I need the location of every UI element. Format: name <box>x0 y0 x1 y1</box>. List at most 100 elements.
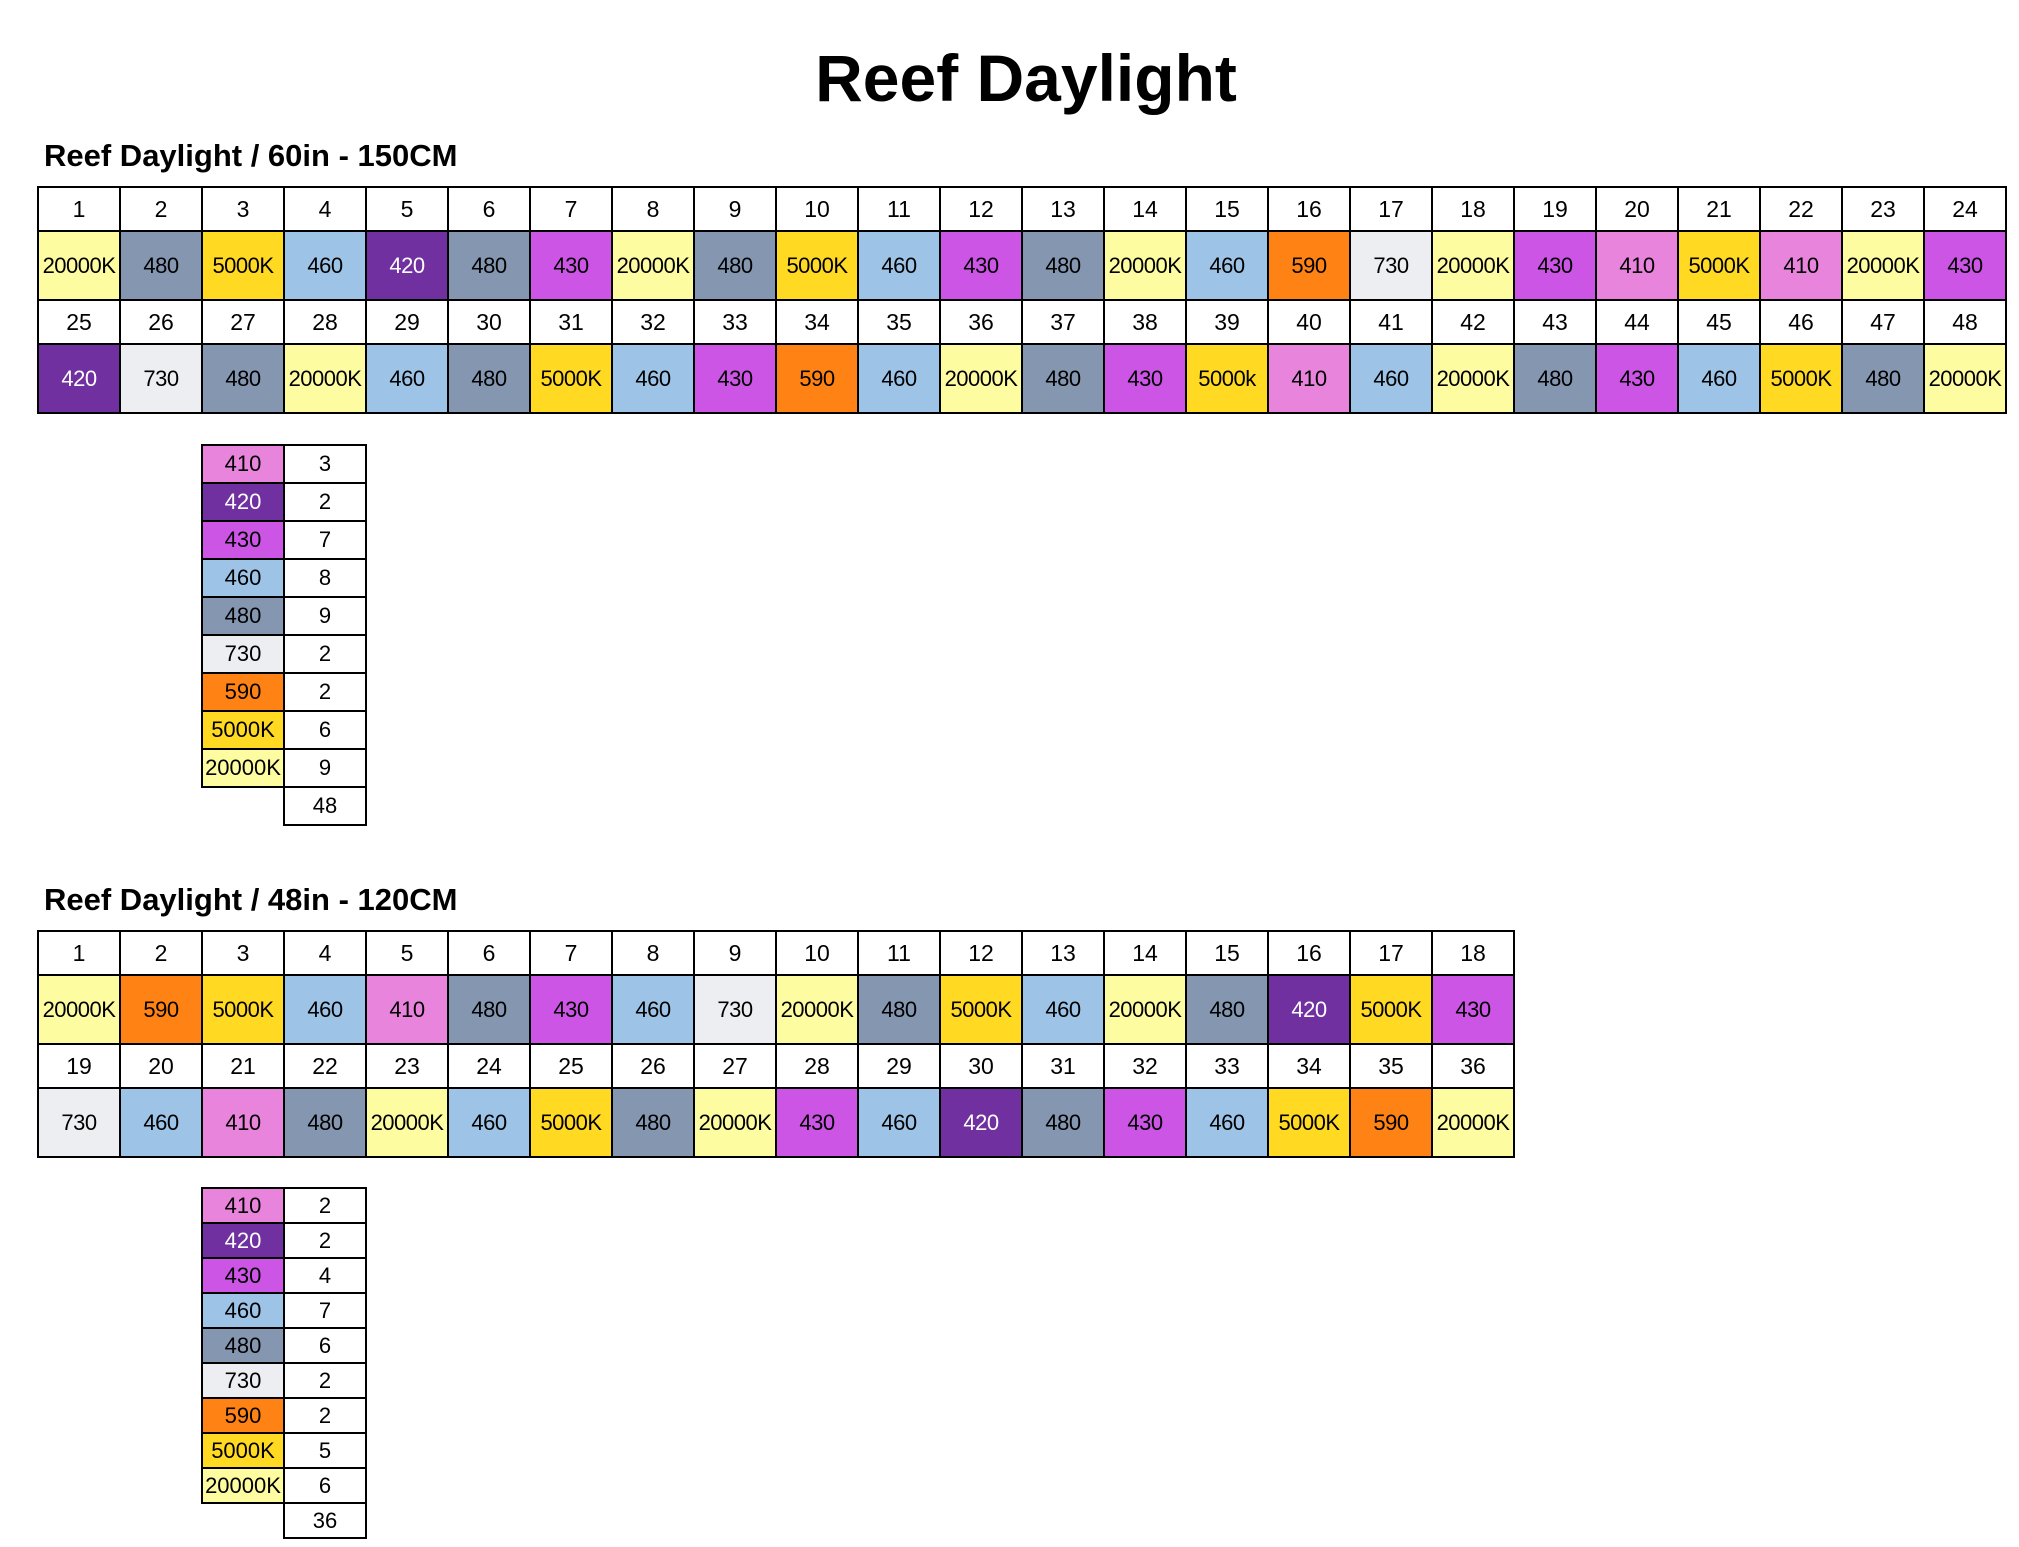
section-48in-title: Reef Daylight / 48in - 120CM <box>44 882 458 917</box>
position-number: 26 <box>119 299 203 345</box>
summary-chip: 590 <box>201 672 285 712</box>
led-chip-cell: 460 <box>857 230 941 301</box>
led-chip-cell: 730 <box>1349 230 1433 301</box>
summary-count: 2 <box>283 482 367 522</box>
summary-chip: 420 <box>201 1222 285 1259</box>
led-chip-cell: 5000K <box>529 343 613 414</box>
position-number: 48 <box>1923 299 2007 345</box>
summary-chip: 730 <box>201 634 285 674</box>
led-chip-cell: 20000K <box>283 343 367 414</box>
led-chip-cell: 480 <box>1021 1087 1105 1158</box>
led-chip-cell: 460 <box>1021 974 1105 1045</box>
led-chip-cell: 430 <box>939 230 1023 301</box>
led-chip-cell: 480 <box>119 230 203 301</box>
summary-count: 6 <box>283 1327 367 1364</box>
position-number: 32 <box>1103 1043 1187 1089</box>
position-number: 27 <box>693 1043 777 1089</box>
led-chip-cell: 20000K <box>1431 230 1515 301</box>
summary-blank-cell <box>202 1503 285 1538</box>
led-chip-cell: 20000K <box>775 974 859 1045</box>
led-chip-cell: 430 <box>529 230 613 301</box>
position-number: 39 <box>1185 299 1269 345</box>
position-number: 37 <box>1021 299 1105 345</box>
led-chip-cell: 460 <box>1349 343 1433 414</box>
summary-row: 480 9 <box>201 596 367 636</box>
position-number: 9 <box>693 930 777 976</box>
led-chip-cell: 590 <box>1349 1087 1433 1158</box>
position-number: 10 <box>775 186 859 232</box>
led-chip-cell: 480 <box>1513 343 1597 414</box>
led-chip-cell: 590 <box>119 974 203 1045</box>
position-number: 29 <box>365 299 449 345</box>
position-number: 17 <box>1349 930 1433 976</box>
summary-row: 420 2 <box>201 1222 367 1259</box>
led-chip-cell: 460 <box>283 230 367 301</box>
led-chip-cell: 480 <box>611 1087 695 1158</box>
position-number: 16 <box>1267 186 1351 232</box>
led-chip-cell: 20000K <box>693 1087 777 1158</box>
led-chip-cell: 5000K <box>1759 343 1843 414</box>
summary-row: 590 2 <box>201 672 367 712</box>
position-number: 21 <box>1677 186 1761 232</box>
summary-row: 430 4 <box>201 1257 367 1294</box>
led-chip-cell: 20000K <box>611 230 695 301</box>
led-chip-cell: 480 <box>1185 974 1269 1045</box>
led-chip-cell: 430 <box>1431 974 1515 1045</box>
led-chip-cell: 430 <box>529 974 613 1045</box>
page-title: Reef Daylight <box>815 41 1237 115</box>
position-number: 20 <box>119 1043 203 1089</box>
summary-total-row: 36 <box>202 1502 367 1539</box>
summary-row: 20000K 6 <box>201 1467 367 1504</box>
section-60in-title: Reef Daylight / 60in - 150CM <box>44 138 458 173</box>
led-chip-cell: 410 <box>201 1087 285 1158</box>
position-number: 23 <box>365 1043 449 1089</box>
position-number: 25 <box>37 299 121 345</box>
led-chip-cell: 5000k <box>1185 343 1269 414</box>
led-chip-cell: 480 <box>1841 343 1925 414</box>
summary-row: 430 7 <box>201 520 367 560</box>
summary-count: 7 <box>283 520 367 560</box>
led-chip-cell: 730 <box>693 974 777 1045</box>
led-chip-cell: 590 <box>775 343 859 414</box>
led-chip-cell: 5000K <box>775 230 859 301</box>
summary-row: 410 3 <box>201 444 367 484</box>
led-chip-cell: 5000K <box>1677 230 1761 301</box>
position-number: 19 <box>1513 186 1597 232</box>
position-number: 36 <box>939 299 1023 345</box>
position-number: 12 <box>939 186 1023 232</box>
position-number: 33 <box>693 299 777 345</box>
summary-chip: 430 <box>201 1257 285 1294</box>
led-chip-cell: 480 <box>283 1087 367 1158</box>
position-number: 13 <box>1021 186 1105 232</box>
position-number: 29 <box>857 1043 941 1089</box>
position-number: 28 <box>775 1043 859 1089</box>
summary-count: 2 <box>283 672 367 712</box>
led-chip-cell: 420 <box>939 1087 1023 1158</box>
position-number: 11 <box>857 186 941 232</box>
position-number: 26 <box>611 1043 695 1089</box>
summary-count: 2 <box>283 1397 367 1434</box>
led-chip-cell: 20000K <box>1431 1087 1515 1158</box>
led-chip-cell: 5000K <box>201 974 285 1045</box>
position-number: 27 <box>201 299 285 345</box>
position-number: 35 <box>857 299 941 345</box>
summary-chip: 430 <box>201 520 285 560</box>
led-chip-row: 20000K 590 5000K 460 410 480 430 460 730 20000K 48… <box>37 974 1515 1045</box>
position-number: 33 <box>1185 1043 1269 1089</box>
led-chip-cell: 460 <box>283 974 367 1045</box>
position-number: 10 <box>775 930 859 976</box>
led-chip-cell: 410 <box>1595 230 1679 301</box>
summary-row: 730 2 <box>201 634 367 674</box>
position-number: 25 <box>529 1043 613 1089</box>
position-number: 8 <box>611 930 695 976</box>
led-chip-cell: 410 <box>1267 343 1351 414</box>
summary-count: 7 <box>283 1292 367 1329</box>
led-chip-cell: 5000K <box>529 1087 613 1158</box>
led-chip-cell: 480 <box>447 343 531 414</box>
summary-count: 9 <box>283 596 367 636</box>
summary-row: 730 2 <box>201 1362 367 1399</box>
led-chip-cell: 480 <box>447 974 531 1045</box>
led-chip-cell: 730 <box>37 1087 121 1158</box>
position-number: 21 <box>201 1043 285 1089</box>
led-chip-cell: 420 <box>37 343 121 414</box>
